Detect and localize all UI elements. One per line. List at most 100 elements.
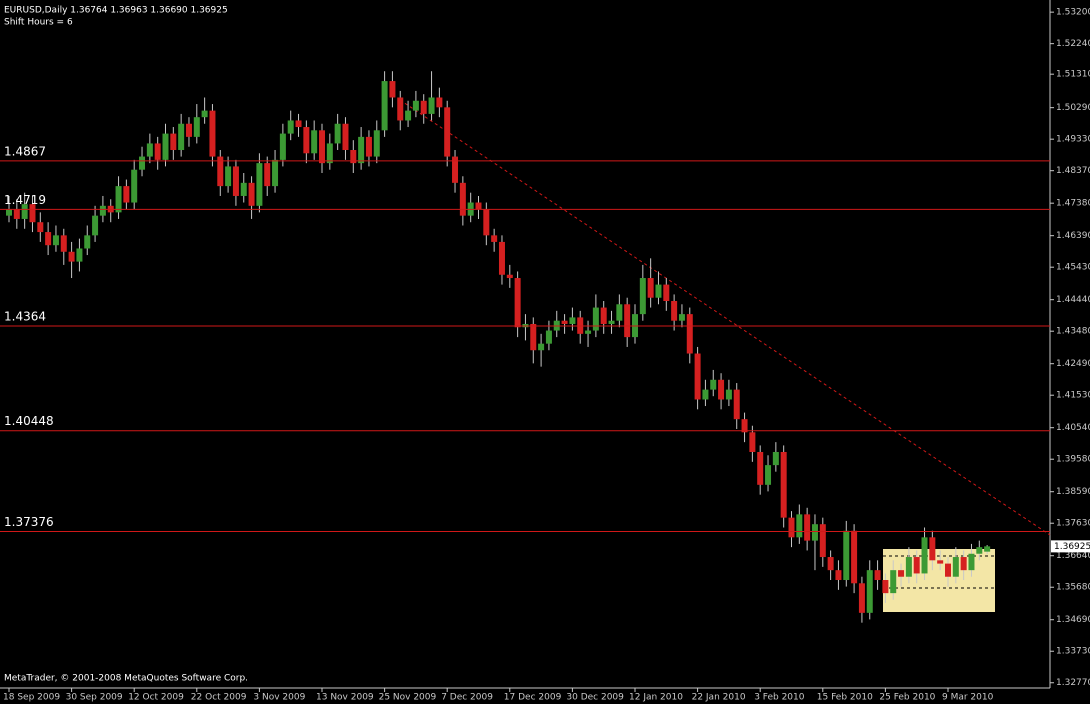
candle-body [170, 133, 177, 151]
y-tick-label: 1.49330 [1056, 135, 1090, 145]
candle-body [733, 389, 740, 420]
chart-subtitle: Shift Hours = 6 [4, 18, 73, 28]
y-tick-label: 1.46390 [1056, 231, 1090, 241]
candle-body [358, 136, 365, 164]
y-tick-label: 1.45430 [1056, 263, 1090, 273]
level-label: 1.4867 [4, 144, 46, 158]
y-tick-label: 1.52240 [1056, 39, 1090, 49]
level-label: 1.40448 [4, 414, 54, 428]
candle-body [154, 143, 161, 160]
candle-body [209, 110, 216, 157]
candle-body [600, 307, 607, 324]
candle-body [929, 537, 936, 561]
candle-body [866, 570, 873, 613]
candle-body [365, 136, 372, 157]
candle-body [193, 117, 200, 137]
candle-body [702, 389, 709, 400]
candle-body [757, 451, 764, 485]
candle-body [146, 143, 153, 157]
candle-body [749, 432, 756, 452]
candle-body [671, 301, 678, 321]
x-tick-label: 7 Dec 2009 [441, 693, 493, 703]
candle-body [123, 186, 130, 203]
candle-body [616, 304, 623, 321]
x-tick-label: 30 Dec 2009 [566, 693, 624, 703]
candle-body [976, 547, 983, 554]
candle-body [960, 557, 967, 571]
candle-body [240, 182, 247, 196]
candle-body [498, 241, 505, 275]
candle-body [452, 156, 459, 183]
candle-body [514, 278, 521, 328]
x-tick-label: 25 Feb 2010 [879, 693, 935, 703]
candle-body [162, 133, 169, 160]
candle-body [483, 209, 490, 236]
x-tick-label: 3 Nov 2009 [253, 693, 305, 703]
candle-body [444, 107, 451, 157]
candle-body [6, 209, 12, 216]
candle-body [765, 465, 772, 485]
last-price-box [1051, 540, 1090, 553]
last-price-label: 1.36925 [1054, 542, 1090, 552]
candle-body [686, 314, 693, 354]
y-tick-label: 1.43480 [1056, 327, 1090, 337]
candle-body [29, 204, 36, 223]
candle-body [882, 580, 889, 594]
candle-body [459, 182, 466, 216]
candle-body [569, 317, 576, 324]
candle-body [851, 530, 858, 584]
candle-body [256, 163, 263, 206]
candle-body [334, 123, 341, 144]
candle-body [303, 127, 310, 154]
y-tick-label: 1.36640 [1056, 551, 1090, 561]
candle-body [655, 284, 662, 298]
candle-body [874, 570, 881, 581]
candle-body [475, 202, 482, 210]
trend-line [399, 99, 1051, 536]
candle-body [843, 530, 850, 581]
x-tick-label: 25 Nov 2009 [379, 693, 437, 703]
candle-body [592, 307, 599, 331]
candle-body [811, 524, 818, 541]
y-tick-label: 1.40540 [1056, 423, 1090, 433]
candle-body [819, 524, 826, 558]
candle-body [45, 232, 52, 246]
candle-body [326, 143, 333, 164]
candle-body [796, 514, 803, 538]
candle-body [185, 123, 192, 137]
candle-body [898, 570, 905, 577]
candle-body [389, 81, 396, 98]
candle-body [21, 204, 28, 219]
y-tick-label: 1.47380 [1056, 199, 1090, 209]
candle-body [272, 159, 279, 187]
y-tick-label: 1.44440 [1056, 295, 1090, 305]
candle-body [436, 97, 443, 108]
candle-body [76, 248, 83, 262]
candle-body [788, 517, 795, 538]
candle-body [311, 130, 318, 154]
x-tick-label: 3 Feb 2010 [754, 693, 805, 703]
candle-body [968, 553, 975, 571]
highlight-box [883, 549, 995, 612]
candle-body [678, 314, 685, 321]
footer: MetaTrader, © 2001-2008 MetaQuotes Softw… [4, 674, 248, 684]
x-tick-label: 22 Jan 2010 [692, 693, 746, 703]
candle-body [178, 123, 185, 151]
y-tick-label: 1.38590 [1056, 487, 1090, 497]
candle-body [530, 323, 537, 351]
candle-body [984, 546, 991, 552]
candle-body [248, 182, 255, 206]
candle-body [827, 557, 834, 571]
candle-body [217, 156, 224, 187]
candle-body [718, 379, 725, 400]
candle-body [725, 389, 732, 400]
candle-body [319, 130, 325, 164]
candle-body [780, 451, 787, 518]
candle-body [52, 235, 59, 246]
candle-body [428, 97, 435, 114]
candle-body [84, 235, 91, 249]
candle-body [772, 451, 779, 466]
level-label: 1.4719 [4, 193, 46, 207]
